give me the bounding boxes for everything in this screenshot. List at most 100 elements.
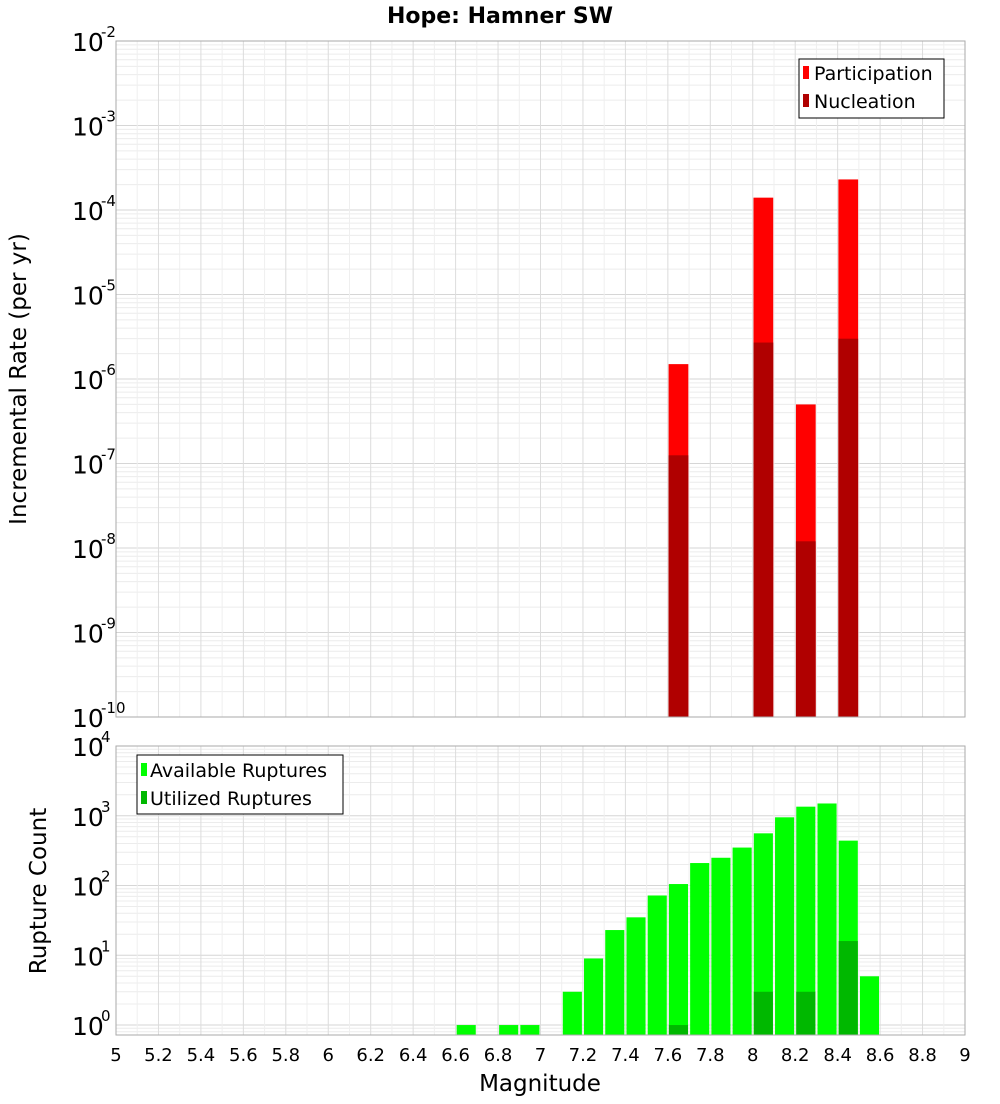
bar-available-ruptures-7-75: [690, 863, 710, 1035]
x-tick-label: 5: [110, 1045, 121, 1066]
x-tick-label: 6.8: [484, 1045, 513, 1066]
top-y-axis-label: Incremental Rate (per yr): [6, 233, 32, 525]
bottom-y-tick-exponent: 2: [101, 868, 111, 886]
bar-available-ruptures-6-65: [456, 1025, 476, 1035]
bottom-y-tick-exponent: 3: [101, 798, 111, 816]
bottom-bars: [456, 803, 880, 1035]
x-tick-label: 8.6: [866, 1045, 895, 1066]
bar-nucleation-7-65: [668, 455, 689, 717]
bar-available-ruptures-8-25: [796, 806, 816, 1035]
top-legend-box: [798, 58, 945, 119]
bar-available-ruptures-7-25: [584, 958, 604, 1035]
x-tick-label: 5.8: [271, 1045, 300, 1066]
x-tick-label: 6.6: [441, 1045, 470, 1066]
bar-available-ruptures-8-35: [817, 803, 837, 1035]
top-y-tick-label: 10: [72, 535, 104, 564]
chart-title: Hope: Hamner SW: [387, 4, 613, 29]
x-tick-label: 5.4: [187, 1045, 216, 1066]
bottom-y-axis-label: Rupture Count: [26, 808, 52, 974]
bar-available-ruptures-7-85: [711, 857, 731, 1035]
bottom-legend-box: [136, 754, 344, 815]
bar-available-ruptures-7-45: [626, 917, 646, 1035]
top-y-tick-exponent: -3: [101, 108, 116, 126]
bar-available-ruptures-7-15: [562, 991, 582, 1035]
x-tick-label: 8.4: [823, 1045, 852, 1066]
bar-nucleation-8-05: [753, 342, 774, 717]
top-y-tick-exponent: -8: [101, 530, 116, 548]
top-y-tick-exponent: -2: [101, 23, 116, 41]
x-axis-label: Magnitude: [479, 1071, 601, 1097]
top-y-tick-label: 10: [72, 366, 104, 395]
x-tick-label: 5.6: [229, 1045, 258, 1066]
x-tick-label: 5.2: [144, 1045, 173, 1066]
legend-label-available-ruptures: Available Ruptures: [150, 760, 327, 782]
bottom-plot-frame: [115, 745, 966, 1036]
bar-available-ruptures-8-55: [859, 976, 880, 1035]
legend-label-utilized-ruptures: Utilized Ruptures: [150, 788, 312, 810]
legend-label-participation: Participation: [814, 63, 933, 85]
top-y-tick-exponent: -9: [101, 615, 116, 633]
bar-available-ruptures-6-85: [499, 1025, 519, 1035]
bar-available-ruptures-8-15: [775, 817, 795, 1035]
top-y-tick-label: 10: [72, 704, 104, 733]
bar-available-ruptures-7-35: [605, 930, 625, 1035]
top-y-tick-label: 10: [72, 113, 104, 142]
top-y-tick-exponent: -5: [101, 277, 116, 295]
x-tick-label: 7.4: [611, 1045, 640, 1066]
x-tick-label: 7: [535, 1045, 546, 1066]
x-tick-labels: 5 5.2 5.4 5.6 5.8 6 6.2 6.4 6.6 6.8 7 7.2 7.4 7.6 7.8 8…: [110, 1045, 970, 1066]
x-tick-label: 6.2: [356, 1045, 385, 1066]
top-y-tick-label: 10: [72, 451, 104, 480]
x-tick-label: 8.8: [908, 1045, 937, 1066]
x-tick-label: 8: [747, 1045, 758, 1066]
x-tick-label: 6.4: [399, 1045, 428, 1066]
legend-swatch-available-ruptures: [141, 763, 147, 776]
top-grid: [115, 40, 966, 718]
bar-utilized-ruptures-8-45: [838, 941, 858, 1035]
bar-nucleation-8-25: [795, 541, 816, 717]
bottom-y-tick-label: 10: [72, 803, 104, 832]
legend-swatch-nucleation: [803, 94, 809, 107]
top-bars: [668, 179, 859, 718]
x-tick-label: 7.6: [654, 1045, 683, 1066]
top-y-tick-exponent: -10: [101, 699, 126, 717]
bottom-y-tick-exponent: 1: [101, 937, 111, 955]
top-y-tick-label: 10: [72, 282, 104, 311]
bar-available-ruptures-7-95: [732, 847, 752, 1035]
bottom-y-tick-label: 10: [72, 873, 104, 902]
bottom-y-tick-label: 10: [72, 942, 104, 971]
bar-available-ruptures-7-55: [647, 895, 667, 1035]
bar-utilized-ruptures-8-05: [753, 991, 773, 1035]
bar-available-ruptures-8-05: [753, 833, 773, 1035]
x-tick-label: 9: [959, 1045, 970, 1066]
x-tick-label: 7.8: [696, 1045, 725, 1066]
top-y-tick-exponent: -7: [101, 446, 116, 464]
legend-label-nucleation: Nucleation: [814, 91, 916, 113]
top-y-tick-label: 10: [72, 197, 104, 226]
top-y-tick-exponent: -6: [101, 361, 116, 379]
bottom-y-tick-exponent: 4: [101, 728, 111, 746]
bar-utilized-ruptures-8-25: [796, 991, 816, 1035]
top-plot-frame: [115, 40, 966, 718]
x-tick-label: 6: [323, 1045, 334, 1066]
bottom-legend: Available Ruptures Utilized Ruptures: [136, 754, 344, 815]
bar-available-ruptures-6-95: [520, 1025, 540, 1035]
top-y-tick-exponent: -4: [101, 192, 116, 210]
bar-available-ruptures-7-65: [668, 884, 689, 1035]
legend-swatch-utilized-ruptures: [141, 791, 147, 804]
top-legend: Participation Nucleation: [798, 58, 945, 119]
top-y-tick-label: 10: [72, 28, 104, 57]
x-tick-label: 8.2: [781, 1045, 810, 1066]
bottom-y-tick-label: 10: [72, 733, 104, 762]
bottom-y-tick-exponent: 0: [101, 1007, 111, 1025]
bar-nucleation-8-45: [838, 338, 859, 717]
legend-swatch-participation: [803, 66, 809, 79]
bar-utilized-ruptures-7-65: [668, 1025, 689, 1035]
bottom-y-tick-label: 10: [72, 1012, 104, 1041]
top-y-tick-label: 10: [72, 620, 104, 649]
x-tick-label: 7.2: [569, 1045, 598, 1066]
